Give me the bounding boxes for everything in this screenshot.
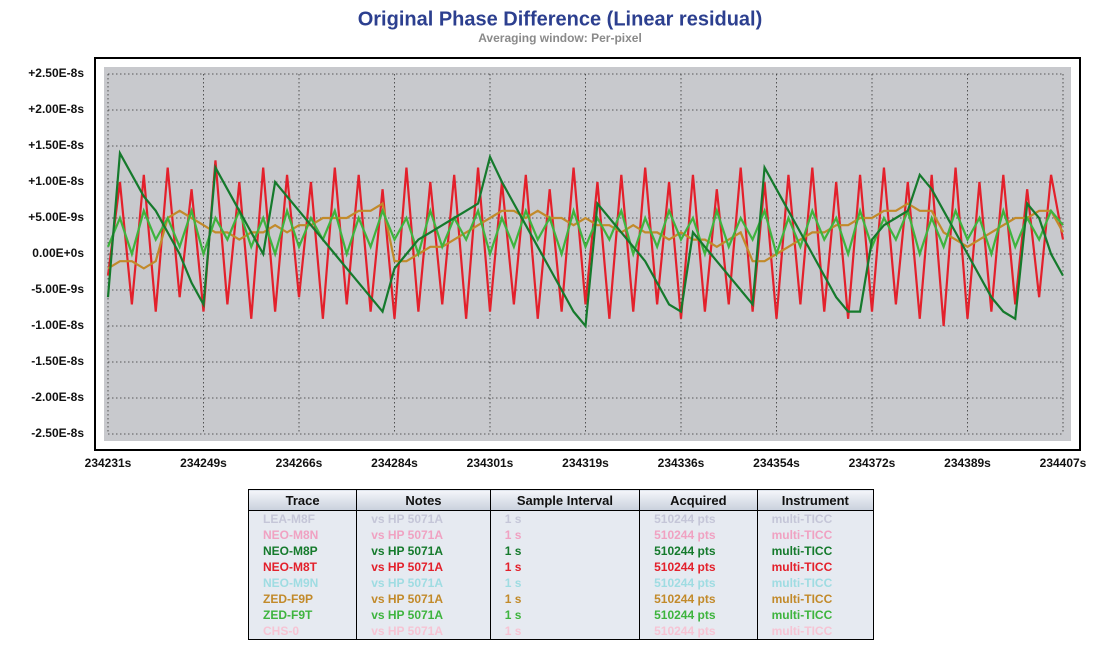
table-body: LEA-M8F vs HP 5071A 1 s 510244 pts multi-TIC… bbox=[247, 510, 875, 640]
y-tick-label: -1.50E-8s bbox=[31, 354, 84, 368]
table-cell: 1 s bbox=[489, 543, 641, 559]
table-cell: 510244 pts bbox=[639, 575, 758, 591]
table-cell: multi-TICC bbox=[756, 510, 875, 527]
y-tick-label: -2.00E-8s bbox=[31, 390, 84, 404]
table-row: ZED-F9P vs HP 5071A 1 s 510244 pts multi-TIC… bbox=[247, 591, 875, 607]
table-row: ZED-F9T vs HP 5071A 1 s 510244 pts multi-TIC… bbox=[247, 607, 875, 623]
column-header: Trace bbox=[247, 489, 358, 511]
column-header: Instrument bbox=[756, 489, 875, 511]
table-cell: CHS-0 bbox=[247, 623, 358, 640]
table-cell: multi-TICC bbox=[756, 527, 875, 543]
table-cell: 1 s bbox=[489, 527, 641, 543]
trace-table: Trace Notes Sample Interval Acquired Instrum… bbox=[247, 489, 875, 640]
table-cell: 510244 pts bbox=[639, 543, 758, 559]
column-header: Acquired bbox=[639, 489, 758, 511]
x-tick-label: 234249s bbox=[180, 456, 227, 470]
x-tick-label: 234336s bbox=[658, 456, 705, 470]
x-tick-label: 234372s bbox=[849, 456, 896, 470]
column-header: Sample Interval bbox=[489, 489, 641, 511]
table-cell: multi-TICC bbox=[756, 559, 875, 575]
table-header: Trace Notes Sample Interval Acquired Instrum… bbox=[247, 489, 875, 511]
x-tick-label: 234354s bbox=[753, 456, 800, 470]
y-tick-label: +2.00E-8s bbox=[28, 102, 84, 116]
table-cell: 510244 pts bbox=[639, 510, 758, 527]
table-cell: NEO-M8T bbox=[247, 559, 358, 575]
y-tick-label: -5.00E-9s bbox=[31, 282, 84, 296]
table-cell: 1 s bbox=[489, 559, 641, 575]
table-cell: vs HP 5071A bbox=[356, 575, 491, 591]
x-tick-label: 234301s bbox=[467, 456, 514, 470]
y-tick-label: +2.50E-8s bbox=[28, 66, 84, 80]
chart-subtitle: Averaging window: Per-pixel bbox=[478, 31, 642, 45]
chart: Original Phase Difference (Linear residu… bbox=[28, 8, 1087, 470]
y-tick-label: -1.00E-8s bbox=[31, 318, 84, 332]
table-cell: 510244 pts bbox=[639, 623, 758, 640]
x-tick-label: 234407s bbox=[1040, 456, 1087, 470]
chart-title: Original Phase Difference (Linear residu… bbox=[358, 8, 763, 30]
table-cell: 1 s bbox=[489, 623, 641, 640]
table-cell: multi-TICC bbox=[756, 543, 875, 559]
y-tick-label: 0.00E+0s bbox=[32, 246, 84, 260]
table-cell: ZED-F9P bbox=[247, 591, 358, 607]
y-tick-label: +1.00E-8s bbox=[28, 174, 84, 188]
table-cell: multi-TICC bbox=[756, 607, 875, 623]
table-row: NEO-M8P vs HP 5071A 1 s 510244 pts multi-TIC… bbox=[247, 543, 875, 559]
table-cell: ZED-F9T bbox=[247, 607, 358, 623]
y-tick-label: +1.50E-8s bbox=[28, 138, 84, 152]
table-row: NEO-M8T vs HP 5071A 1 s 510244 pts multi-TIC… bbox=[247, 559, 875, 575]
x-tick-label: 234319s bbox=[562, 456, 609, 470]
table-cell: NEO-M9N bbox=[247, 575, 358, 591]
x-tick-label: 234231s bbox=[85, 456, 132, 470]
data-line bbox=[106, 149, 1064, 329]
table-row: NEO-M9N vs HP 5071A 1 s 510244 pts multi-TIC… bbox=[247, 575, 875, 591]
y-tick-label: -2.50E-8s bbox=[31, 426, 84, 440]
table-cell: multi-TICC bbox=[756, 623, 875, 640]
table-cell: multi-TICC bbox=[756, 591, 875, 607]
table-cell: vs HP 5071A bbox=[356, 591, 491, 607]
column-header: Notes bbox=[356, 489, 491, 511]
table-cell: vs HP 5071A bbox=[356, 543, 491, 559]
table-cell: vs HP 5071A bbox=[356, 623, 491, 640]
x-tick-label: 234284s bbox=[371, 456, 418, 470]
table-cell: 1 s bbox=[489, 591, 641, 607]
table-cell: vs HP 5071A bbox=[356, 559, 491, 575]
table-cell: LEA-M8F bbox=[247, 510, 358, 527]
table-cell: 1 s bbox=[489, 607, 641, 623]
table-cell: 510244 pts bbox=[639, 607, 758, 623]
table-cell: vs HP 5071A bbox=[356, 607, 491, 623]
table-cell: multi-TICC bbox=[756, 575, 875, 591]
table-cell: 1 s bbox=[489, 575, 641, 591]
table-row: NEO-M8N vs HP 5071A 1 s 510244 pts multi-TIC… bbox=[247, 527, 875, 543]
table-cell: vs HP 5071A bbox=[356, 527, 491, 543]
table-cell: 510244 pts bbox=[639, 527, 758, 543]
table-cell: NEO-M8P bbox=[247, 543, 358, 559]
x-tick-label: 234266s bbox=[276, 456, 323, 470]
table-row: CHS-0 vs HP 5071A 1 s 510244 pts multi-TICC bbox=[247, 623, 875, 640]
table-cell: NEO-M8N bbox=[247, 527, 358, 543]
y-tick-label: +5.00E-9s bbox=[28, 210, 84, 224]
table-cell: 510244 pts bbox=[639, 591, 758, 607]
table-row: LEA-M8F vs HP 5071A 1 s 510244 pts multi-TIC… bbox=[247, 510, 875, 527]
table-cell: vs HP 5071A bbox=[356, 510, 491, 527]
x-tick-label: 234389s bbox=[944, 456, 991, 470]
table-cell: 1 s bbox=[489, 510, 641, 527]
table-cell: 510244 pts bbox=[639, 559, 758, 575]
